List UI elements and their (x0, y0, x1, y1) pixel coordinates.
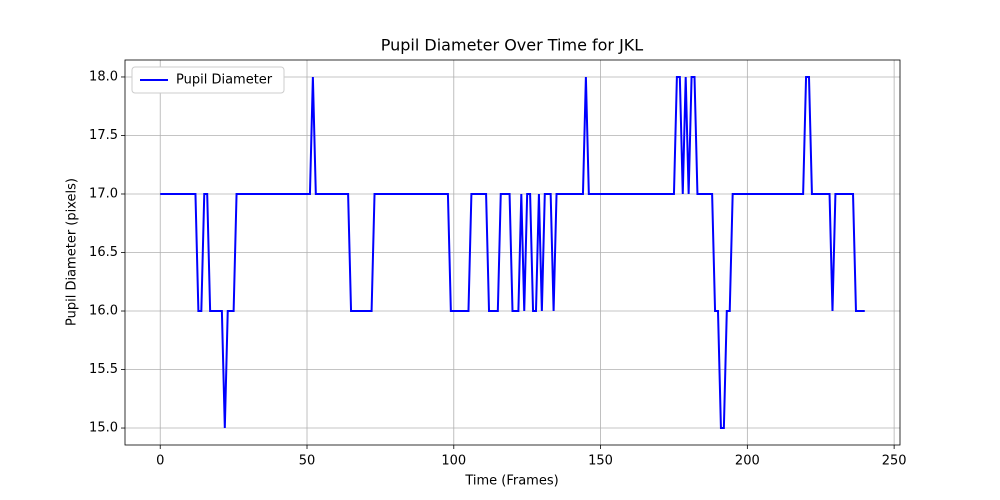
chart-title: Pupil Diameter Over Time for JKL (381, 36, 644, 55)
x-tick-label: 150 (588, 454, 613, 469)
y-tick-label: 16.0 (89, 304, 118, 319)
data-line (160, 75, 865, 430)
y-tick-label: 15.5 (89, 362, 118, 377)
x-tick-label: 100 (441, 454, 466, 469)
x-tick-label: 200 (735, 454, 760, 469)
y-tick-label: 17.0 (89, 186, 118, 201)
y-tick-label: 17.5 (89, 128, 118, 143)
legend-box (131, 66, 285, 94)
x-tick-label: 50 (299, 454, 316, 469)
y-tick-label: 16.5 (89, 245, 118, 260)
y-tick-label: 15.0 (89, 421, 118, 436)
x-axis-label: Time (Frames) (464, 474, 558, 489)
legend: Pupil Diameter (131, 66, 285, 94)
plot-frame (124, 59, 901, 446)
y-tick-label: 18.0 (89, 69, 118, 84)
legend-label: Pupil Diameter (176, 73, 273, 88)
x-tick-label: 250 (882, 454, 907, 469)
x-tick-label: 0 (156, 454, 164, 469)
y-axis-label: Pupil Diameter (pixels) (65, 178, 80, 326)
